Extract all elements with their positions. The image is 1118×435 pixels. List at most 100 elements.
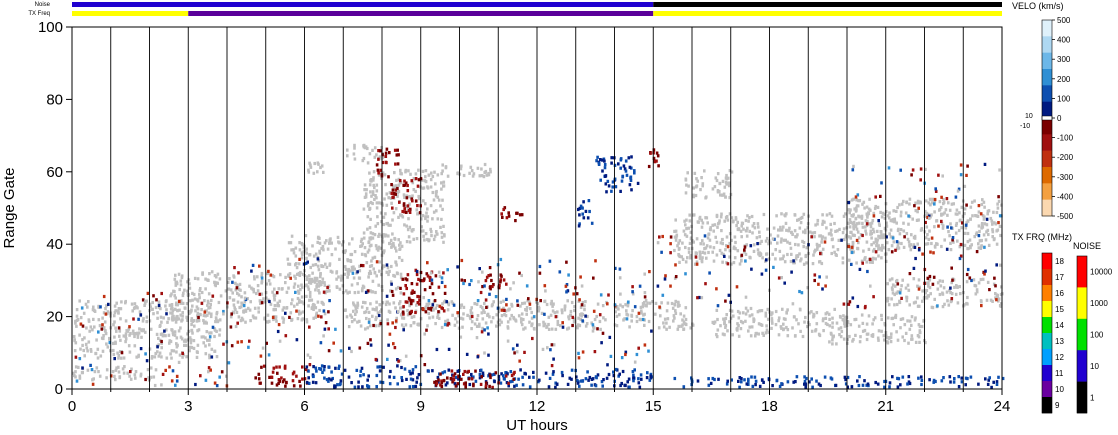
range-gate-cell bbox=[890, 286, 894, 290]
range-gate-cell bbox=[314, 306, 318, 310]
range-gate-cell bbox=[425, 272, 429, 276]
range-gate-cell bbox=[373, 255, 377, 259]
range-gate-cell bbox=[108, 341, 112, 345]
range-gate-cell bbox=[935, 219, 939, 223]
range-gate-cell bbox=[665, 321, 668, 325]
range-gate-cell bbox=[400, 376, 403, 380]
range-gate-cell bbox=[945, 247, 949, 251]
range-gate-cell bbox=[159, 323, 162, 328]
range-gate-cell bbox=[817, 382, 821, 386]
range-gate-cell bbox=[423, 288, 427, 292]
range-gate-cell bbox=[359, 369, 363, 373]
range-gate-cell bbox=[799, 259, 802, 263]
range-gate-cell bbox=[806, 286, 809, 290]
range-gate-cell bbox=[406, 309, 409, 313]
range-gate-cell bbox=[400, 365, 403, 370]
range-gate-cell bbox=[861, 321, 865, 325]
range-gate-cell bbox=[887, 166, 891, 170]
range-gate-cell bbox=[804, 228, 807, 232]
txfreq-tick-label: 13 bbox=[1055, 337, 1064, 346]
range-gate-cell bbox=[631, 309, 634, 313]
range-gate-cell bbox=[687, 247, 691, 251]
range-gate-cell bbox=[747, 382, 750, 386]
velocity-tick-label: 0 bbox=[1057, 114, 1062, 123]
range-gate-cell bbox=[426, 219, 429, 223]
range-gate-cell bbox=[922, 319, 925, 323]
range-gate-cell bbox=[296, 289, 300, 293]
range-gate-cell bbox=[359, 374, 362, 378]
range-gate-cell bbox=[877, 244, 880, 248]
range-gate-cell bbox=[439, 225, 442, 229]
range-gate-cell bbox=[457, 374, 460, 378]
range-gate-cell bbox=[480, 375, 483, 379]
range-gate-cell bbox=[943, 302, 946, 306]
range-gate-cell bbox=[551, 309, 555, 313]
range-gate-cell bbox=[411, 378, 415, 382]
range-gate-cell bbox=[407, 217, 410, 221]
range-gate-cell bbox=[853, 207, 856, 211]
range-gate-cell bbox=[292, 251, 296, 255]
range-gate-cell bbox=[73, 349, 77, 353]
range-gate-cell bbox=[872, 230, 876, 234]
range-gate-cell bbox=[320, 246, 323, 251]
range-gate-cell bbox=[443, 291, 447, 295]
range-gate-cell bbox=[749, 306, 753, 311]
range-gate-cell bbox=[648, 270, 651, 274]
range-gate-cell bbox=[481, 371, 485, 375]
range-gate-cell bbox=[112, 341, 115, 346]
range-gate-cell bbox=[398, 302, 401, 306]
range-gate-cell bbox=[311, 263, 315, 267]
range-gate-cell bbox=[585, 322, 589, 326]
range-gate-cell bbox=[857, 241, 860, 245]
range-gate-cell bbox=[753, 375, 757, 379]
range-gate-cell bbox=[732, 261, 736, 265]
range-gate-cell bbox=[313, 303, 316, 307]
range-gate-cell bbox=[997, 195, 1000, 199]
range-gate-cell bbox=[377, 173, 381, 177]
range-gate-cell bbox=[604, 182, 608, 186]
range-gate-cell bbox=[770, 311, 774, 315]
range-gate-cell bbox=[405, 278, 409, 282]
range-gate-cell bbox=[258, 299, 262, 303]
range-gate-cell bbox=[91, 382, 95, 386]
range-gate-cell bbox=[540, 311, 544, 315]
range-gate-cell bbox=[620, 179, 624, 183]
range-gate-cell bbox=[141, 298, 145, 302]
range-gate-cell bbox=[348, 269, 352, 273]
range-gate-cell bbox=[868, 222, 872, 226]
range-gate-cell bbox=[847, 208, 851, 212]
range-gate-cell bbox=[752, 222, 756, 226]
range-gate-cell bbox=[895, 240, 899, 244]
range-gate-cell bbox=[725, 235, 729, 239]
range-gate-cell bbox=[560, 311, 564, 315]
range-gate-cell bbox=[892, 209, 895, 213]
range-gate-cell bbox=[600, 380, 604, 384]
range-gate-cell bbox=[877, 219, 880, 223]
range-gate-cell bbox=[630, 319, 633, 323]
range-gate-cell bbox=[696, 379, 700, 383]
range-gate-cell bbox=[628, 165, 632, 169]
range-gate-cell bbox=[723, 322, 726, 326]
range-gate-cell bbox=[322, 290, 326, 294]
range-gate-cell bbox=[723, 333, 726, 337]
range-gate-cell bbox=[786, 308, 789, 312]
range-gate-cell bbox=[584, 314, 587, 318]
range-gate-cell bbox=[971, 214, 974, 218]
range-gate-cell bbox=[102, 334, 105, 338]
range-gate-cell bbox=[887, 303, 891, 307]
range-gate-cell bbox=[481, 373, 485, 377]
range-gate-cell bbox=[908, 303, 911, 307]
range-gate-cell bbox=[937, 224, 940, 228]
range-gate-cell bbox=[764, 311, 768, 315]
range-gate-cell bbox=[201, 272, 204, 276]
range-gate-cell bbox=[436, 313, 440, 317]
range-gate-cell bbox=[873, 247, 876, 252]
range-gate-cell bbox=[193, 276, 197, 280]
range-gate-cell bbox=[203, 299, 206, 303]
range-gate-cell bbox=[849, 208, 852, 212]
range-gate-cell bbox=[373, 186, 376, 190]
range-gate-cell bbox=[344, 267, 348, 271]
range-gate-cell bbox=[547, 322, 550, 327]
range-gate-cell bbox=[423, 363, 427, 367]
range-gate-cell bbox=[415, 272, 419, 277]
